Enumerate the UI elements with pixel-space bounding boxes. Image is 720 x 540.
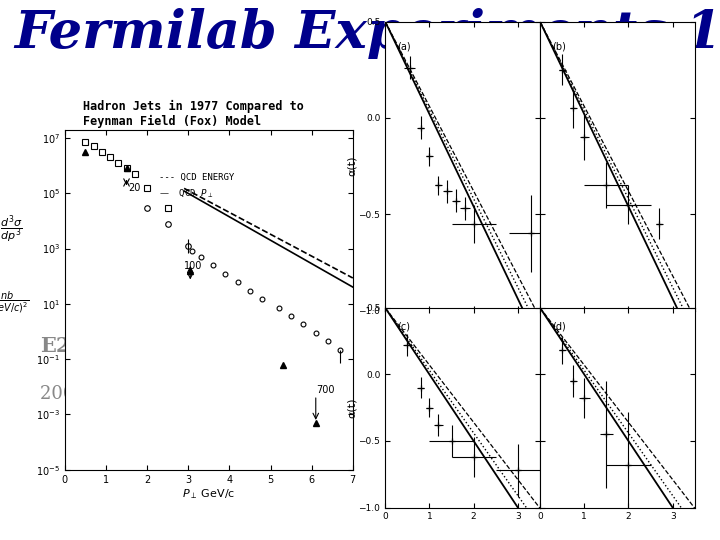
Text: ElII fit to π⁻p → π⁰n: ElII fit to π⁻p → π⁰n [456, 85, 531, 93]
Text: η⁰X⁰: η⁰X⁰ [592, 381, 639, 402]
Text: E350: E350 [385, 100, 441, 118]
Text: —  QCD $P_\perp$: — QCD $P_\perp$ [159, 187, 214, 199]
Text: Hadron Jets in 1977 Compared to
Feynman Field (Fox) Model: Hadron Jets in 1977 Compared to Feynman … [83, 100, 304, 128]
Y-axis label: α(t): α(t) [347, 156, 357, 176]
Text: E260: E260 [40, 335, 99, 356]
Text: η⁰X: η⁰X [597, 176, 634, 197]
Text: π⁰X⁰: π⁰X⁰ [447, 381, 496, 402]
Text: ElII fit to π⁻p → ηn: ElII fit to π⁻p → ηn [456, 99, 527, 106]
Text: 100: 100 [184, 261, 202, 271]
Text: (a): (a) [397, 42, 411, 52]
Text: $E\,\dfrac{d^3\sigma}{dp^3}$: $E\,\dfrac{d^3\sigma}{dp^3}$ [0, 213, 23, 246]
Text: 700: 700 [316, 385, 334, 395]
Text: Straight line through ρ, A₂ and g: Straight line through ρ, A₂ and g [456, 72, 581, 79]
Text: 20: 20 [129, 183, 141, 193]
Text: Regge Theory 1978: Regge Theory 1978 [443, 62, 594, 76]
Text: (d): (d) [552, 322, 566, 332]
Text: π⁰X: π⁰X [452, 176, 491, 197]
Text: 200 GeV hp: 200 GeV hp [40, 385, 147, 403]
Text: (c): (c) [397, 322, 410, 332]
Text: $-t$: $-t$ [535, 313, 552, 326]
Text: $\dfrac{nb}{(GeV/c)^2}$: $\dfrac{nb}{(GeV/c)^2}$ [0, 289, 29, 315]
X-axis label: $P_\perp$ GeV/c: $P_\perp$ GeV/c [182, 488, 235, 501]
Text: (b): (b) [552, 42, 566, 52]
Text: Fermilab Experiments 1975-1980: Fermilab Experiments 1975-1980 [14, 8, 720, 59]
Text: $-t$: $-t$ [535, 304, 552, 317]
Text: --- QCD ENERGY: --- QCD ENERGY [159, 173, 235, 182]
Y-axis label: α(t): α(t) [347, 397, 357, 418]
